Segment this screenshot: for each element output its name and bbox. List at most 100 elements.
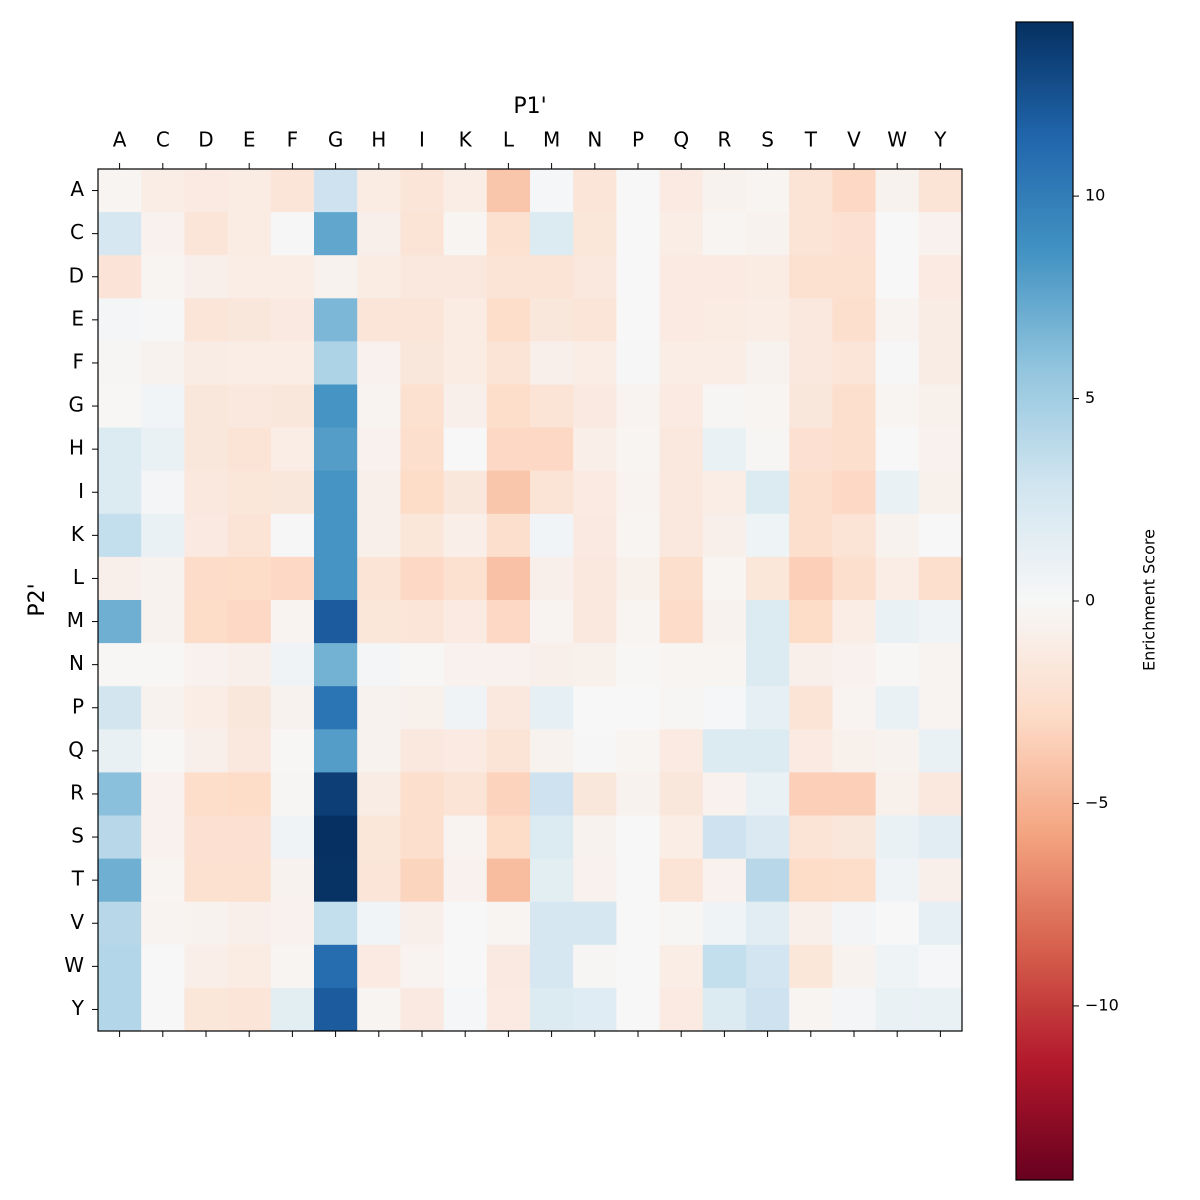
heatmap-cell — [98, 600, 142, 644]
heatmap-cell — [270, 169, 315, 213]
heatmap-cell — [573, 169, 617, 213]
heatmap-cell — [530, 729, 574, 773]
heatmap-cell — [141, 944, 185, 989]
heatmap-cell — [357, 987, 401, 1032]
heatmap-cell — [789, 212, 833, 256]
heatmap-cell — [357, 556, 401, 601]
heatmap-cell — [918, 815, 963, 860]
heatmap-cell — [789, 513, 833, 558]
y-tick-label: S — [71, 824, 84, 848]
heatmap-cell — [530, 600, 574, 644]
heatmap-cell — [573, 384, 617, 429]
heatmap-cell — [141, 384, 185, 429]
heatmap-cell — [832, 987, 877, 1032]
heatmap-cell — [227, 341, 272, 385]
heatmap-cell — [184, 212, 229, 256]
heatmap-cell — [918, 169, 963, 213]
heatmap-cell — [443, 298, 488, 342]
heatmap-cell — [227, 772, 272, 816]
heatmap-cell — [98, 298, 142, 342]
heatmap-cell — [486, 944, 531, 989]
heatmap-cell — [702, 944, 747, 989]
x-tick-label: Y — [933, 128, 947, 152]
y-tick-label: A — [70, 177, 84, 201]
y-tick-label: H — [69, 436, 84, 460]
heatmap-cell — [357, 341, 401, 385]
heatmap-cell — [832, 600, 877, 644]
heatmap-cell — [184, 858, 229, 903]
x-tick-label: I — [419, 128, 425, 152]
x-tick-label: R — [717, 128, 731, 152]
heatmap-cell — [400, 470, 445, 515]
heatmap-cell — [918, 901, 963, 946]
heatmap-cell — [270, 686, 315, 730]
heatmap-cell — [875, 944, 920, 989]
heatmap-cell — [357, 686, 401, 730]
heatmap-cell — [832, 470, 877, 515]
heatmap-cell — [573, 686, 617, 730]
heatmap-cell — [616, 384, 661, 429]
heatmap-cell — [616, 298, 661, 342]
heatmap-cell — [400, 513, 445, 558]
heatmap-cell — [530, 643, 574, 687]
heatmap-cell — [184, 600, 229, 644]
x-tick-label: D — [198, 128, 213, 152]
heatmap-cell — [659, 556, 704, 601]
heatmap-cell — [184, 255, 229, 299]
heatmap-cell — [98, 212, 142, 256]
heatmap-cell — [141, 341, 185, 385]
heatmap-cell — [314, 169, 358, 213]
heatmap-cell — [746, 384, 790, 429]
heatmap-cell — [746, 298, 790, 342]
heatmap-cell — [918, 556, 963, 601]
heatmap-cell — [486, 901, 531, 946]
heatmap-cell — [141, 212, 185, 256]
heatmap-cell — [270, 729, 315, 773]
heatmap-cell — [659, 815, 704, 860]
heatmap-cell — [530, 556, 574, 601]
heatmap-cell — [702, 513, 747, 558]
y-tick-label: G — [69, 393, 85, 417]
heatmap-cell — [530, 169, 574, 213]
y-tick-label: N — [69, 651, 84, 675]
heatmap-cell — [314, 600, 358, 644]
heatmap-cell — [789, 686, 833, 730]
heatmap-cell — [486, 341, 531, 385]
heatmap-cell — [486, 169, 531, 213]
heatmap-cell — [227, 944, 272, 989]
heatmap-cell — [702, 556, 747, 601]
heatmap-cell — [227, 169, 272, 213]
heatmap-cell — [443, 643, 488, 687]
heatmap-cell — [659, 987, 704, 1032]
heatmap-cell — [530, 212, 574, 256]
heatmap-cell — [530, 513, 574, 558]
x-tick-label: V — [847, 128, 861, 152]
heatmap-cell — [573, 470, 617, 515]
heatmap-cell — [357, 513, 401, 558]
y-tick-label: K — [71, 522, 85, 546]
heatmap-cell — [659, 729, 704, 773]
heatmap-cell — [702, 987, 747, 1032]
heatmap-cell — [530, 772, 574, 816]
heatmap-cell — [227, 513, 272, 558]
heatmap-cell — [659, 600, 704, 644]
heatmap-cell — [702, 255, 747, 299]
heatmap-cell — [789, 255, 833, 299]
heatmap-cell — [659, 686, 704, 730]
heatmap-cell — [832, 643, 877, 687]
heatmap-cell — [184, 815, 229, 860]
x-tick-label: A — [113, 128, 127, 152]
heatmap-cell — [486, 384, 531, 429]
heatmap-cell — [832, 556, 877, 601]
heatmap-cell — [314, 815, 358, 860]
heatmap-cell — [746, 944, 790, 989]
heatmap-cell — [875, 169, 920, 213]
heatmap-cell — [98, 643, 142, 687]
heatmap-cell — [227, 815, 272, 860]
x-tick-label: H — [371, 128, 386, 152]
heatmap-cell — [400, 987, 445, 1032]
heatmap-cell — [832, 729, 877, 773]
heatmap-cell — [443, 729, 488, 773]
heatmap-cell — [616, 169, 661, 213]
heatmap-cell — [98, 427, 142, 472]
